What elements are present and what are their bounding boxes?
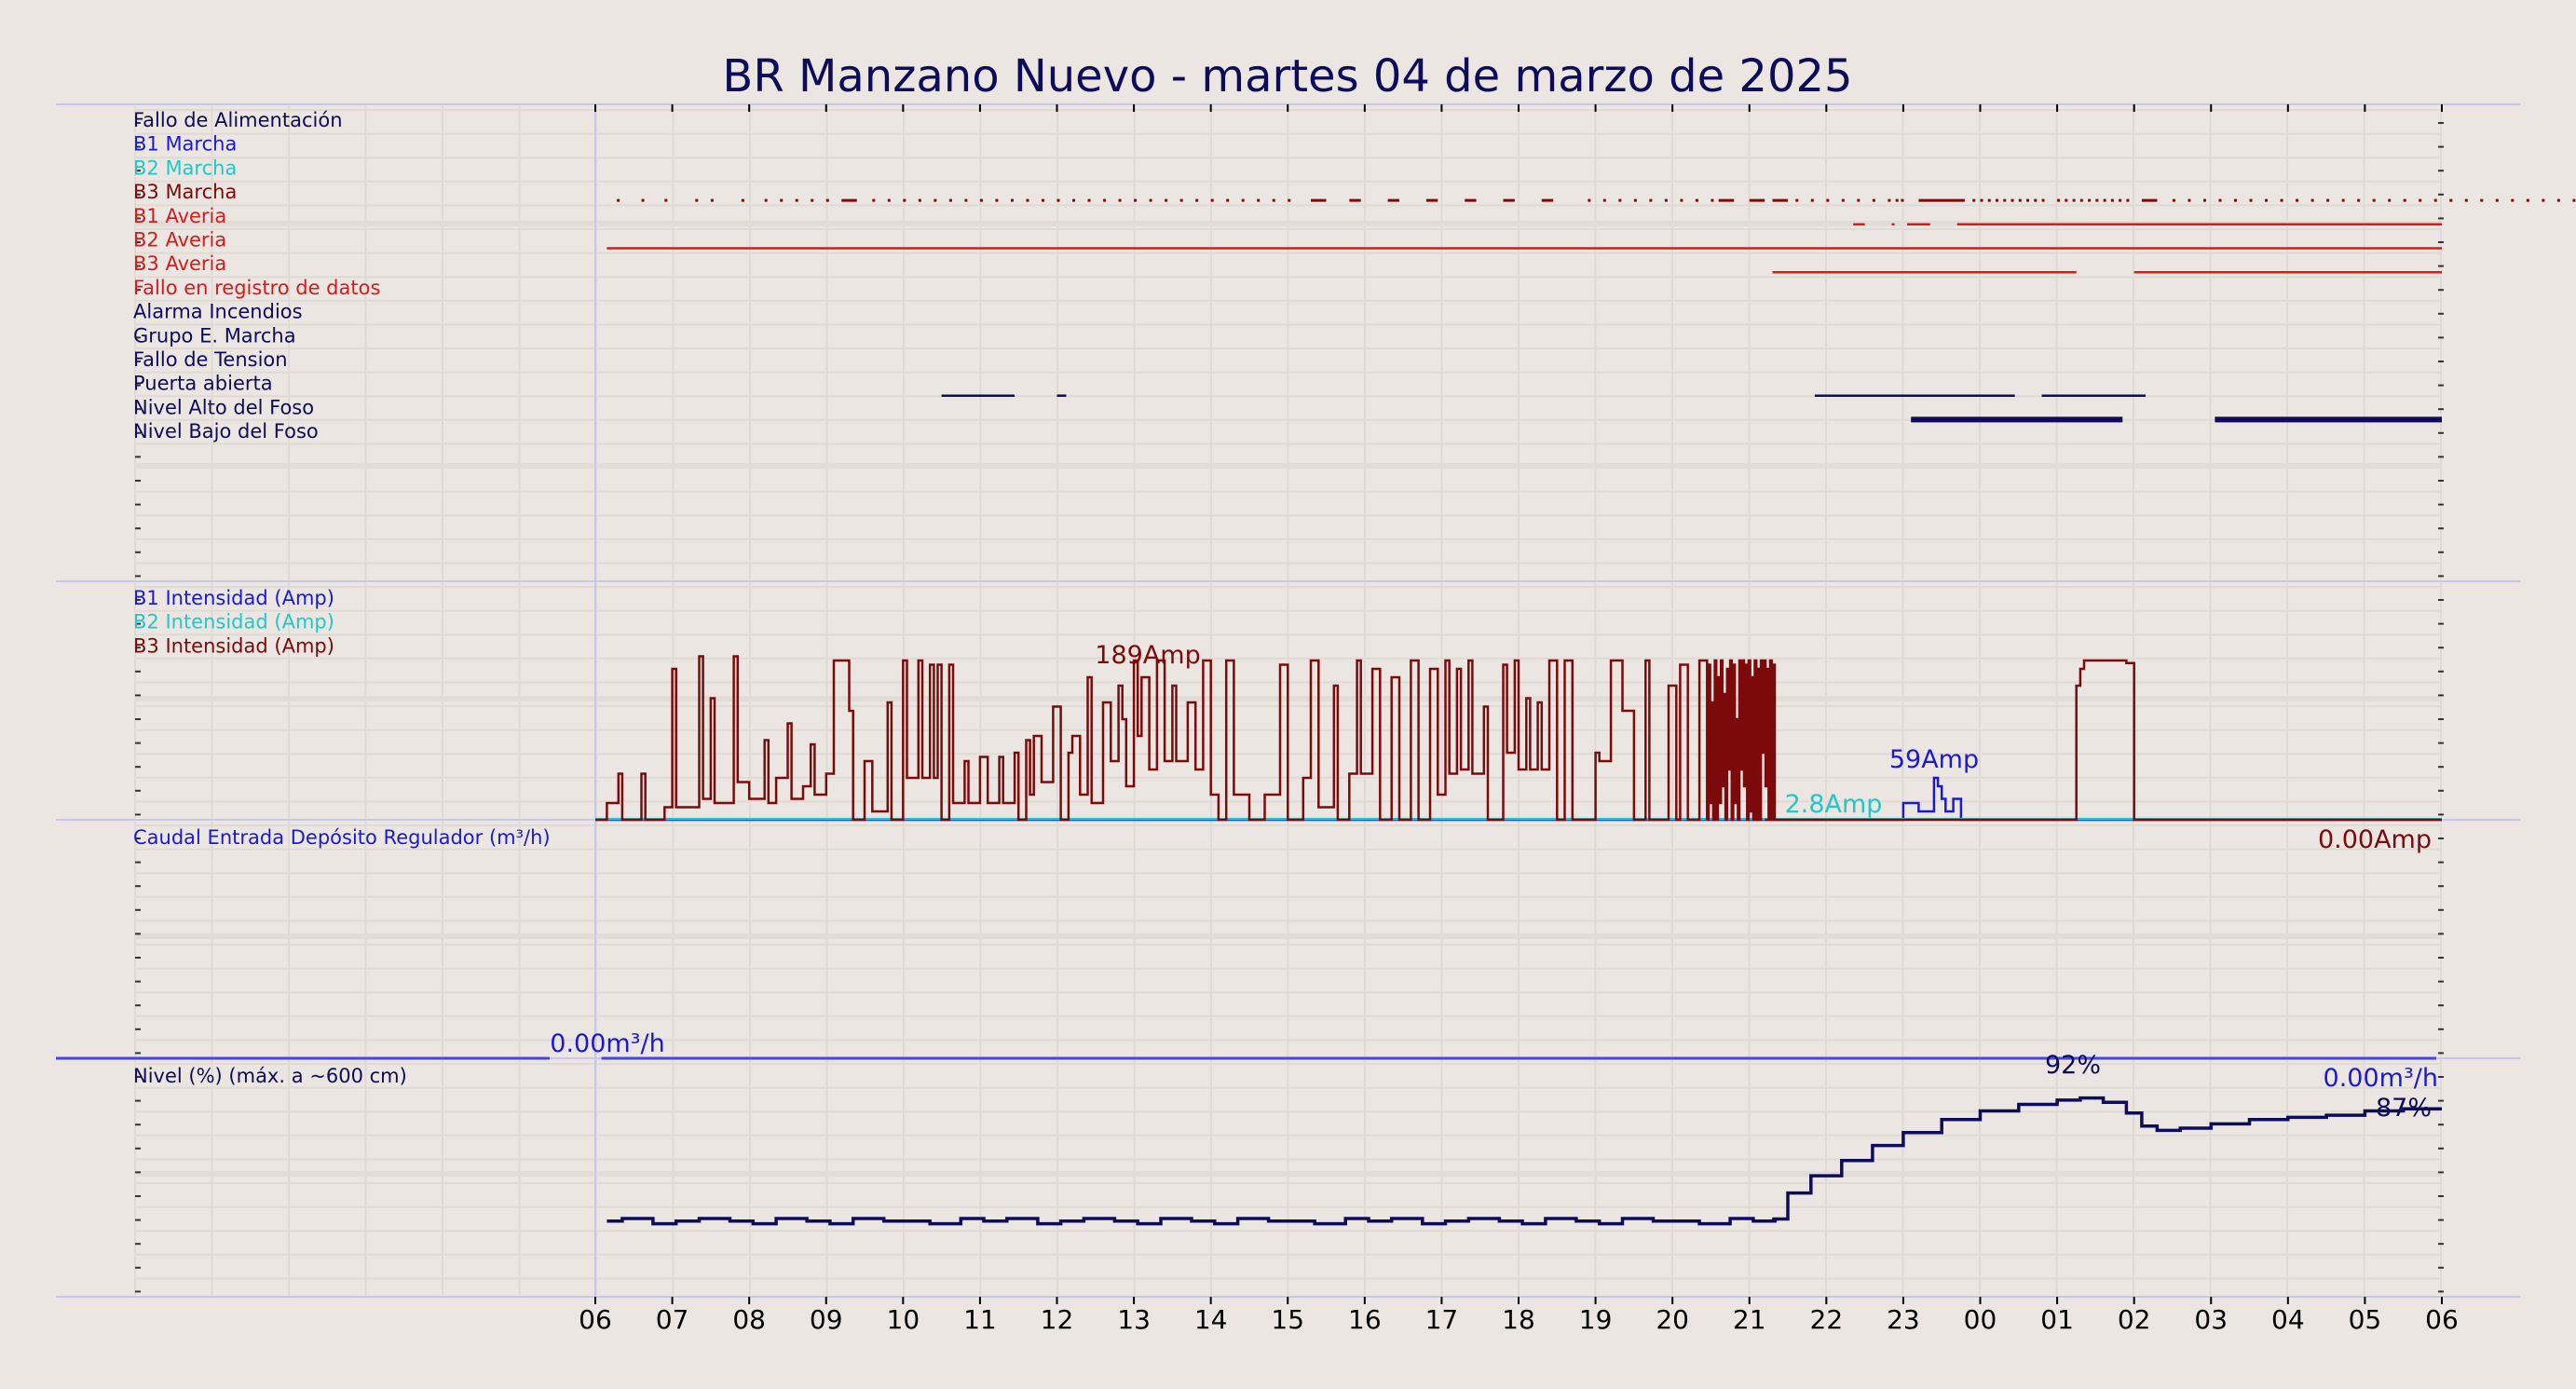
x-tick-label: 13 <box>1117 1304 1151 1335</box>
x-tick-label: 03 <box>2194 1304 2228 1335</box>
caudal-label: Caudal Entrada Depósito Regulador (m³/h) <box>133 826 551 849</box>
x-axis-ticks: 06 07 08 09 10 11 12 13 14 15 16 17 18 19 20 21 22 23 00 01… <box>579 104 2459 1335</box>
x-tick-label: 08 <box>732 1304 766 1335</box>
signal-label: Grupo E. Marcha <box>133 324 296 347</box>
x-tick-label: 02 <box>2118 1304 2151 1335</box>
signal-label: B3 Marcha <box>133 181 237 203</box>
signal-label: Puerta abierta <box>133 373 273 395</box>
signal-label: Fallo en registro de datos <box>133 277 380 299</box>
nivel-end-annotation: 87% <box>2376 1094 2432 1123</box>
signal-label: B2 Marcha <box>133 157 237 179</box>
caudal-end-annotation: 0.00m³/h <box>2324 1064 2438 1093</box>
x-tick-label: 06 <box>579 1304 612 1335</box>
nivel-max-annotation: 92% <box>2045 1051 2101 1080</box>
amp-series-line <box>595 655 1709 822</box>
b3-end-annotation: 0.00Amp <box>2318 825 2432 854</box>
x-tick-label: 23 <box>1887 1304 1920 1335</box>
x-tick-label: 01 <box>2040 1304 2074 1335</box>
x-tick-label: 11 <box>963 1304 997 1335</box>
x-tick-label: 00 <box>1964 1304 1997 1335</box>
amp-series-line <box>1707 659 2442 822</box>
x-tick-label: 05 <box>2349 1304 2382 1335</box>
b3-max-annotation: 189Amp <box>1095 641 1200 670</box>
grid-band <box>135 933 2441 939</box>
caudal-start-annotation: 0.00m³/h <box>550 1029 664 1058</box>
signal-label: B3 Averia <box>133 252 226 275</box>
x-tick-label: 17 <box>1425 1304 1459 1335</box>
amp-series-label: B1 Intensidad (Amp) <box>133 587 334 609</box>
x-tick-label: 16 <box>1348 1304 1382 1335</box>
x-tick-label: 18 <box>1502 1304 1535 1335</box>
signal-label: Fallo de Alimentación <box>133 109 343 131</box>
x-tick-label: 09 <box>810 1304 843 1335</box>
caudal-group: Caudal Entrada Depósito Regulador (m³/h)… <box>56 826 2438 1093</box>
chart-title: BR Manzano Nuevo - martes 04 de marzo de… <box>722 50 1852 102</box>
amp-series-label: B3 Intensidad (Amp) <box>133 634 334 657</box>
x-tick-label: 14 <box>1194 1304 1228 1335</box>
signal-bars <box>607 198 2576 423</box>
amp-series-line <box>595 776 2442 822</box>
x-tick-label: 06 <box>2425 1304 2459 1335</box>
b2-annotation: 2.8Amp <box>1785 790 1883 819</box>
amp-series-label: B2 Intensidad (Amp) <box>133 611 334 633</box>
x-tick-label: 10 <box>887 1304 920 1335</box>
amp-labels: B1 Intensidad (Amp)B2 Intensidad (Amp)B3… <box>133 587 2432 854</box>
x-tick-label: 15 <box>1271 1304 1304 1335</box>
signal-label: Nivel Alto del Foso <box>133 396 314 418</box>
x-tick-label: 21 <box>1733 1304 1766 1335</box>
x-tick-label: 20 <box>1656 1304 1689 1335</box>
grid <box>134 104 2444 1297</box>
nivel-line <box>607 1096 2442 1226</box>
signal-label: Fallo de Tension <box>133 348 288 371</box>
signal-label: Nivel Bajo del Foso <box>133 420 319 443</box>
grid-band <box>135 1171 2441 1177</box>
signal-label: B2 Averia <box>133 229 226 252</box>
x-tick-label: 07 <box>656 1304 689 1335</box>
x-tick-label: 19 <box>1579 1304 1613 1335</box>
signal-label: B1 Averia <box>133 205 226 227</box>
grid-band <box>135 463 2441 469</box>
nivel-label: Nivel (%) (máx. a ~600 cm) <box>133 1065 407 1087</box>
signal-label: B1 Marcha <box>133 133 237 156</box>
nivel-group: Nivel (%) (máx. a ~600 cm) 92% 87% <box>133 1051 2442 1226</box>
b1-max-annotation: 59Amp <box>1889 745 1979 774</box>
x-tick-label: 04 <box>2271 1304 2305 1335</box>
signal-label: Alarma Incendios <box>133 301 303 323</box>
amp-lines <box>595 655 2442 822</box>
x-tick-label: 12 <box>1041 1304 1074 1335</box>
x-tick-label: 22 <box>1810 1304 1844 1335</box>
grid-band <box>135 221 2441 226</box>
